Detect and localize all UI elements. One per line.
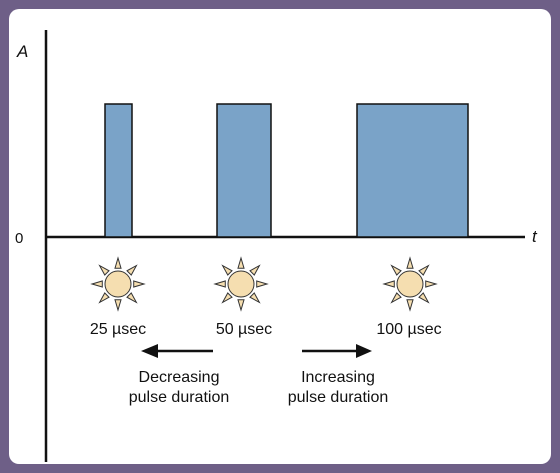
- pulse-50us: [216, 103, 272, 238]
- sun-disc: [227, 270, 255, 298]
- sun-ray: [406, 256, 414, 269]
- sun-ray: [249, 292, 261, 304]
- decreasing-caption-line2: pulse duration: [129, 389, 230, 406]
- sun-ray: [114, 299, 122, 312]
- sun-ray: [237, 256, 245, 269]
- sun-ray: [126, 292, 138, 304]
- sun-icon-2: [213, 256, 269, 312]
- sun-ray: [126, 264, 138, 276]
- x-axis-label: t: [532, 227, 538, 246]
- sun-ray: [90, 280, 103, 288]
- pulse-25us: [104, 103, 133, 238]
- sun-ray: [390, 292, 402, 304]
- pulse-label-50: 50 µsec: [216, 321, 272, 338]
- sun-ray: [221, 264, 233, 276]
- sun-ray: [237, 299, 245, 312]
- decreasing-arrow: [141, 344, 213, 358]
- pulse-100us: [356, 103, 469, 238]
- pulse-label-100: 100 µsec: [376, 321, 441, 338]
- y-axis-label: A: [16, 42, 28, 61]
- sun-ray: [133, 280, 146, 288]
- increasing-caption-line1: Increasing: [301, 369, 375, 386]
- sun-ray: [425, 280, 438, 288]
- increasing-arrow: [302, 344, 372, 358]
- sun-icon-3: [382, 256, 438, 312]
- pulse-label-25: 25 µsec: [90, 321, 146, 338]
- sun-ray: [390, 264, 402, 276]
- increasing-caption-line2: pulse duration: [288, 389, 389, 406]
- sun-icon-1: [90, 256, 146, 312]
- sun-ray: [249, 264, 261, 276]
- sun-ray: [256, 280, 269, 288]
- sun-ray: [221, 292, 233, 304]
- sun-ray: [98, 292, 110, 304]
- sun-ray: [418, 292, 430, 304]
- sun-disc: [396, 270, 424, 298]
- origin-label: 0: [15, 230, 23, 247]
- sun-disc: [104, 270, 132, 298]
- sun-ray: [382, 280, 395, 288]
- sun-ray: [98, 264, 110, 276]
- sun-ray: [114, 256, 122, 269]
- sun-ray: [213, 280, 226, 288]
- decreasing-caption-line1: Decreasing: [139, 369, 220, 386]
- sun-ray: [418, 264, 430, 276]
- sun-ray: [406, 299, 414, 312]
